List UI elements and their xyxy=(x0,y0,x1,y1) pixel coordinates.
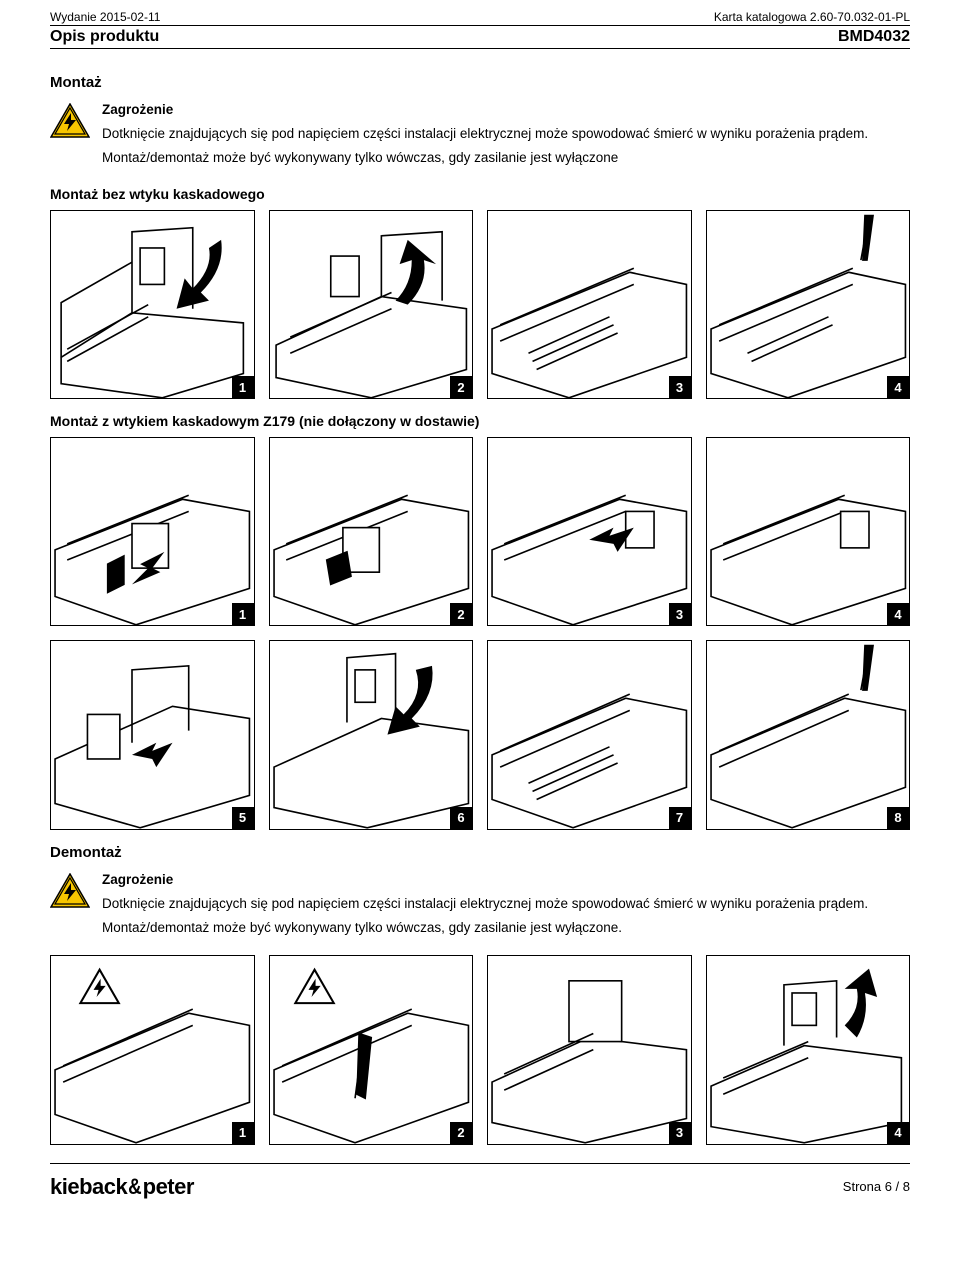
fig-a4: 4 xyxy=(706,210,911,399)
page-subtitle-left: Opis produktu xyxy=(50,28,159,46)
warning-p1: Dotknięcie znajdujących się pod napięcie… xyxy=(102,125,910,143)
fig-row-b: 1 2 3 xyxy=(50,437,910,626)
step-badge: 3 xyxy=(669,376,691,398)
fig-row-d: 1 2 3 xyxy=(50,955,910,1144)
step-badge: 4 xyxy=(887,603,909,625)
fig-d1: 1 xyxy=(50,955,255,1144)
fig-d3: 3 xyxy=(487,955,692,1144)
fig-a1: 1 xyxy=(50,210,255,399)
step-badge: 3 xyxy=(669,1122,691,1144)
fig-c8: 8 xyxy=(706,640,911,829)
step-badge: 2 xyxy=(450,1122,472,1144)
danger-heading: Zagrożenie xyxy=(102,871,910,889)
warning-p2: Montaż/demontaż może być wykonywany tylk… xyxy=(102,919,910,937)
page-number: Strona 6 / 8 xyxy=(843,1179,910,1194)
warning-icon xyxy=(50,873,90,914)
step-badge: 5 xyxy=(232,807,254,829)
fig-a3: 3 xyxy=(487,210,692,399)
danger-heading: Zagrożenie xyxy=(102,101,910,119)
fig-row-c: 5 6 7 xyxy=(50,640,910,829)
fig-b3: 3 xyxy=(487,437,692,626)
fig-d4: 4 xyxy=(706,955,911,1144)
brand-logo: kieback&peter xyxy=(50,1174,194,1200)
fig-a2: 2 xyxy=(269,210,474,399)
warning-icon xyxy=(50,103,90,144)
warning-text-demontaz: Zagrożenie Dotknięcie znajdujących się p… xyxy=(102,871,910,944)
warning-block-montaz: Zagrożenie Dotknięcie znajdujących się p… xyxy=(50,101,910,174)
sub-heading-2: Montaż z wtykiem kaskadowym Z179 (nie do… xyxy=(50,413,910,429)
sub-heading-1: Montaż bez wtyku kaskadowego xyxy=(50,186,910,202)
step-badge: 7 xyxy=(669,807,691,829)
fig-c5: 5 xyxy=(50,640,255,829)
step-badge: 4 xyxy=(887,376,909,398)
step-badge: 8 xyxy=(887,807,909,829)
step-badge: 2 xyxy=(450,603,472,625)
warning-p1: Dotknięcie znajdujących się pod napięcie… xyxy=(102,895,910,913)
fig-b1: 1 xyxy=(50,437,255,626)
step-badge: 2 xyxy=(450,376,472,398)
header-top: Wydanie 2015-02-11 Karta katalogowa 2.60… xyxy=(50,10,910,26)
step-badge: 4 xyxy=(887,1122,909,1144)
step-badge: 1 xyxy=(232,376,254,398)
step-badge: 1 xyxy=(232,1122,254,1144)
fig-c6: 6 xyxy=(269,640,474,829)
section-title-demontaz: Demontaż xyxy=(50,844,910,861)
fig-c7: 7 xyxy=(487,640,692,829)
page-subtitle-right: BMD4032 xyxy=(838,28,910,46)
step-badge: 3 xyxy=(669,603,691,625)
fig-b2: 2 xyxy=(269,437,474,626)
step-badge: 6 xyxy=(450,807,472,829)
catalog-ref: Karta katalogowa 2.60-70.032-01-PL xyxy=(714,10,910,24)
fig-d2: 2 xyxy=(269,955,474,1144)
fig-b4: 4 xyxy=(706,437,911,626)
warning-text-montaz: Zagrożenie Dotknięcie znajdujących się p… xyxy=(102,101,910,174)
warning-p2: Montaż/demontaż może być wykonywany tylk… xyxy=(102,149,910,167)
header-sub: Opis produktu BMD4032 xyxy=(50,26,910,49)
issue-date: Wydanie 2015-02-11 xyxy=(50,10,160,24)
fig-row-a: 1 2 3 xyxy=(50,210,910,399)
step-badge: 1 xyxy=(232,603,254,625)
section-title-montaz: Montaż xyxy=(50,74,910,91)
footer: kieback&peter Strona 6 / 8 xyxy=(50,1163,910,1200)
warning-block-demontaz: Zagrożenie Dotknięcie znajdujących się p… xyxy=(50,871,910,944)
